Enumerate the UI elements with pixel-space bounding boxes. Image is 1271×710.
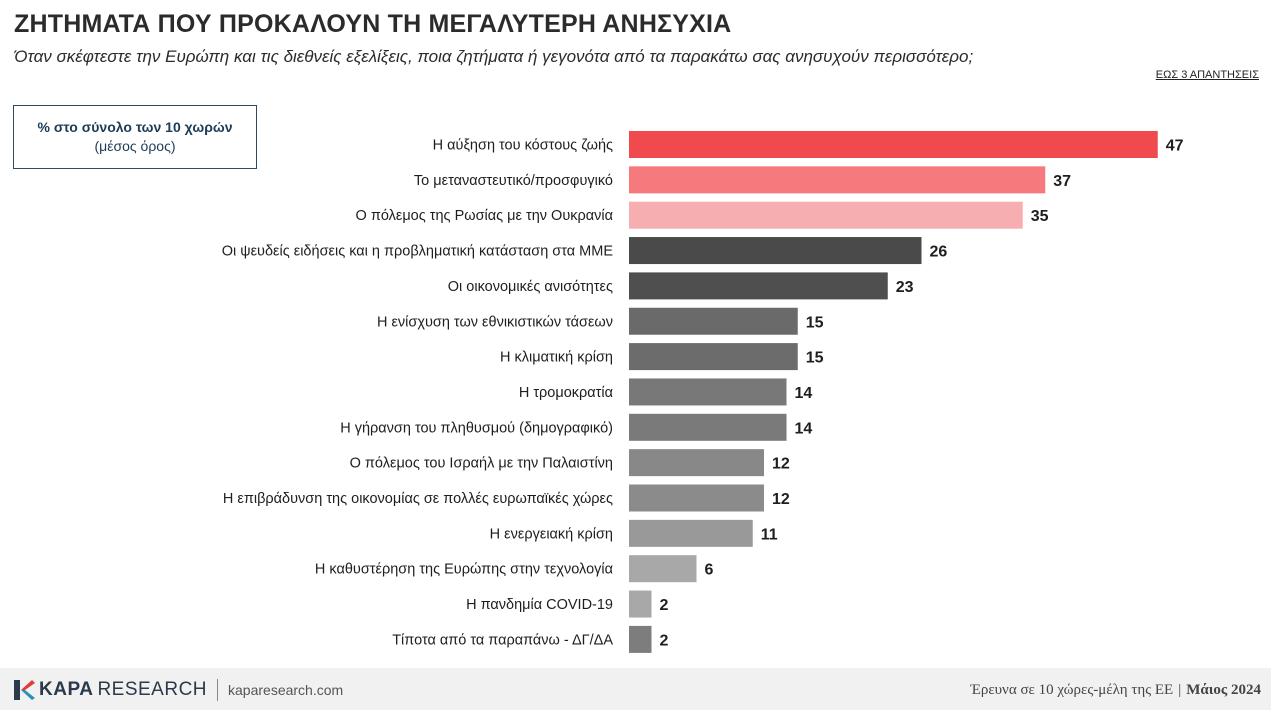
value-label: 37 (1053, 173, 1071, 190)
bar (629, 555, 697, 583)
category-label: Η τρομοκρατία (519, 385, 613, 401)
brand-name-bold: KAPA (39, 679, 94, 700)
survey-date: Μάιος 2024 (1186, 682, 1261, 698)
bar (629, 166, 1046, 194)
bar (629, 272, 888, 300)
value-label: 12 (772, 456, 790, 473)
value-label: 14 (795, 385, 813, 402)
website-link[interactable]: kaparesearch.com (228, 682, 344, 698)
bar (629, 237, 922, 265)
value-label: 15 (806, 314, 824, 331)
value-label: 35 (1031, 208, 1049, 225)
category-label: Η γήρανση του πληθυσμού (δημογραφικό) (340, 420, 613, 436)
bar (629, 307, 798, 335)
value-label: 2 (660, 632, 669, 649)
value-label: 15 (806, 350, 824, 367)
category-label: Η επιβράδυνση της οικονομίας σε πολλές ε… (223, 491, 613, 507)
category-label: Η αύξηση του κόστους ζωής (433, 138, 613, 154)
kapa-research-logo: KAPA RESEARCH kaparesearch.com (12, 678, 343, 702)
bar-chart: Η αύξηση του κόστους ζωής 47 Το μεταναστευ… (222, 131, 1184, 653)
category-label: Το μεταναστευτικό/προσφυγικό (414, 173, 613, 189)
value-label: 26 (930, 244, 948, 261)
category-label: Ο πόλεμος του Ισραήλ με την Παλαιστίνη (350, 456, 613, 472)
category-label: Η ενεργειακή κρίση (490, 526, 613, 542)
value-label: 11 (761, 526, 778, 543)
value-label: 23 (896, 279, 914, 296)
value-label: 6 (705, 562, 714, 579)
bar (629, 131, 1158, 158)
bar (629, 519, 753, 547)
bar (629, 413, 787, 441)
brand-name-light: RESEARCH (97, 679, 208, 700)
bar (629, 201, 1023, 229)
value-label: 14 (795, 420, 813, 437)
kapa-logo-icon (14, 680, 35, 700)
bar (629, 625, 652, 653)
category-label: Η ενίσχυση των εθνικιστικών τάσεων (377, 314, 613, 330)
bar (629, 484, 764, 512)
survey-info: Έρευνα σε 10 χώρες-μέλη της ΕΕ | Μάιος 202… (970, 682, 1261, 699)
category-label: Η πανδημία COVID-19 (466, 597, 613, 613)
page-subtitle: Όταν σκέφτεστε την Ευρώπη και τις διεθνε… (14, 47, 974, 66)
category-label: Τίποτα από τα παραπάνω - ΔΓ/ΔΑ (392, 632, 613, 648)
category-label: Ο πόλεμος της Ρωσίας με την Ουκρανία (356, 208, 613, 224)
answers-note: ΕΩΣ 3 ΑΠΑΝΤΗΣΕΙΣ (1155, 69, 1259, 81)
category-label: Οι ψευδείς ειδήσεις και η προβληματική κ… (222, 244, 614, 260)
value-label: 2 (660, 597, 669, 614)
legend-box: % στο σύνολο των 10 χωρών (μέσος όρος) (13, 105, 257, 169)
footer-separator: | (1178, 682, 1182, 698)
legend-title: % στο σύνολο των 10 χωρών (37, 119, 233, 135)
bar (629, 343, 798, 371)
footer: KAPA RESEARCH kaparesearch.com Έρευνα σε… (0, 668, 1271, 710)
bar (629, 378, 787, 406)
bar (629, 590, 652, 618)
page-title: ΖΗΤΗΜΑΤΑ ΠΟΥ ΠΡΟΚΑΛΟΥΝ ΤΗ ΜΕΓΑΛΥΤΕΡΗ ΑΝΗ… (14, 10, 732, 38)
value-label: 12 (772, 491, 790, 508)
category-label: Η καθυστέρηση της Ευρώπης στην τεχνολογί… (315, 562, 613, 578)
legend-subtitle: (μέσος όρος) (94, 138, 176, 154)
logo-divider (217, 679, 219, 701)
category-label: Οι οικονομικές ανισότητες (448, 279, 613, 295)
value-label: 47 (1166, 138, 1184, 155)
bar (629, 449, 764, 477)
category-label: Η κλιματική κρίση (500, 350, 613, 366)
survey-description: Έρευνα σε 10 χώρες-μέλη της ΕΕ (970, 682, 1174, 698)
